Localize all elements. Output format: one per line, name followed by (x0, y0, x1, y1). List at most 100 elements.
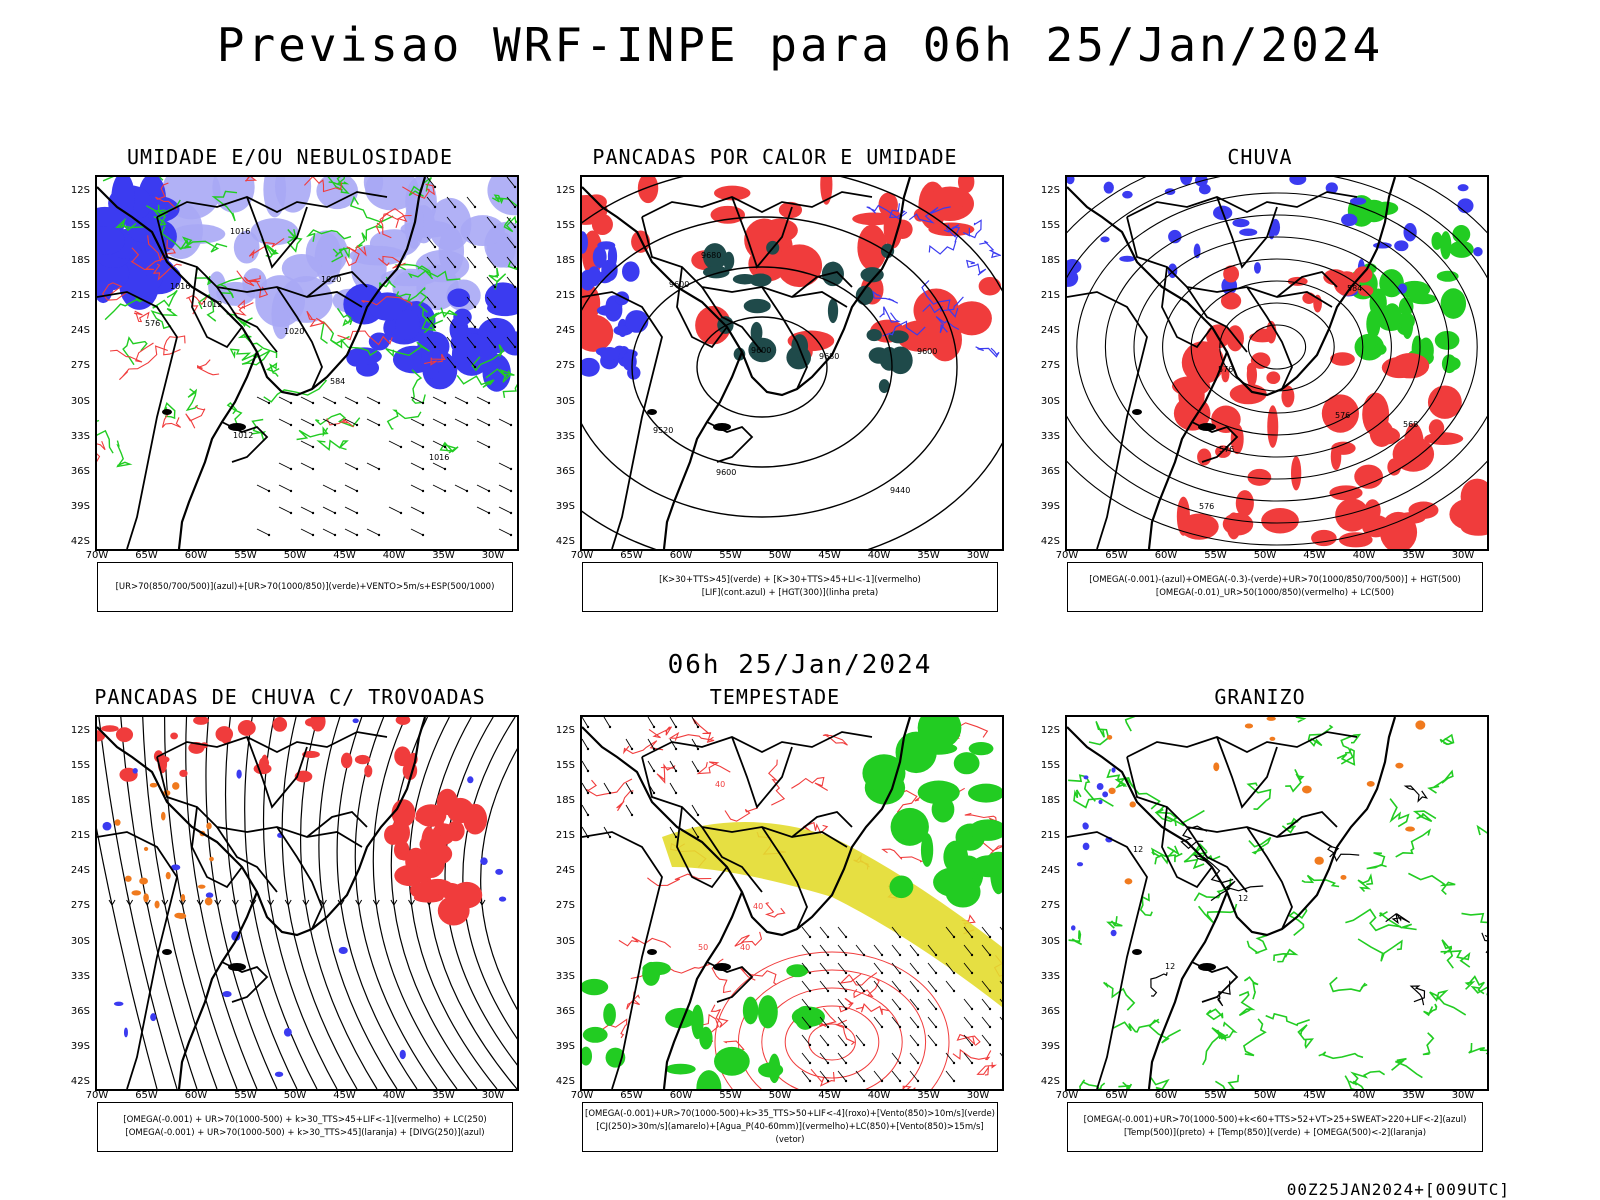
lat-tick-label: 42S (555, 1075, 575, 1087)
lon-tick-label: 30W (481, 1090, 505, 1101)
lat-tick-label: 24S (70, 325, 90, 337)
contour-label: 9600 (917, 347, 937, 356)
legend-line: [OMEGA(-0.001) + UR>70(1000-500) + k>30_… (123, 1115, 487, 1125)
lat-tick-label: 27S (555, 360, 575, 372)
lat-tick-label: 33S (555, 970, 575, 982)
map-area: 9680 9600 9600 9440 9520 9600 9680 9600 (580, 175, 1004, 551)
lat-tick-label: 12S (555, 725, 575, 736)
lon-tick-label: 45W (818, 550, 841, 561)
lon-tick-label: 65W (620, 1090, 643, 1101)
panel-title: PANCADAS DE CHUVA C/ TROVOADAS (94, 685, 486, 709)
lat-tick-label: 30S (555, 395, 575, 407)
lat-tick-label: 36S (555, 465, 575, 477)
legend-line: [OMEGA(-0.001) + UR>70(1000-500) + k>30_… (125, 1128, 485, 1138)
lat-tick-label: 12S (555, 185, 575, 196)
lat-tick-label: 36S (555, 1005, 575, 1017)
panel-title: PANCADAS POR CALOR E UMIDADE (592, 145, 958, 169)
lat-tick-label: 27S (70, 360, 90, 372)
lon-tick-label: 65W (1105, 550, 1128, 561)
map-borders (97, 717, 427, 1089)
contour-label: 584 (1347, 284, 1362, 293)
lon-tick-label: 55W (719, 550, 742, 561)
lon-tick-label: 45W (333, 1090, 356, 1101)
contour-label: 576 (145, 319, 160, 328)
legend-line: [LIF](cont.azul) + [HGT(300)](linha pret… (701, 588, 879, 598)
contour-label: 1016 (230, 227, 250, 236)
panel-umidade: UMIDADE E/OU NEBULOSIDADE 1012 1016 1020 101… (50, 145, 530, 625)
lon-tick-label: 35W (1402, 550, 1425, 561)
lon-tick-label: 35W (1402, 1090, 1425, 1101)
lat-tick-label: 12S (70, 725, 90, 736)
contour-label: 9680 (701, 251, 721, 260)
lon-tick-label: 40W (1352, 550, 1376, 561)
lat-tick-label: 30S (70, 395, 90, 407)
contour-label: 1012 (233, 431, 253, 440)
panel-title: TEMPESTADE (709, 685, 841, 709)
run-footer: 00Z25JAN2024+[009UTC] (1286, 1180, 1510, 1199)
lat-tick-label: 21S (555, 290, 575, 302)
contour-label: 12 (1165, 962, 1175, 971)
lon-tick-label: 50W (768, 1090, 792, 1101)
lon-tick-label: 55W (1204, 550, 1227, 561)
contour-label: 576 (1199, 502, 1214, 511)
lon-tick-label: 55W (234, 1090, 257, 1101)
lat-tick-label: 27S (1040, 900, 1060, 912)
contour-label: 1012 (202, 300, 222, 309)
lon-tick-label: 65W (135, 550, 158, 561)
legend-box: [OMEGA(-0.001)+UR>70(1000-500)+k>35_TTS>… (582, 1102, 998, 1152)
legend-line: [UR>70(850/700/500)](azul)+[UR>70(1000/8… (115, 581, 495, 592)
panel-title: UMIDADE E/OU NEBULOSIDADE (126, 145, 454, 169)
lon-tick-label: 40W (382, 550, 406, 561)
map-area: 40 40 50 40 (580, 715, 1004, 1091)
lat-tick-label: 21S (1040, 830, 1060, 842)
lat-tick-label: 15S (70, 220, 90, 232)
lat-tick-label: 21S (1040, 290, 1060, 302)
legend-box: [OMEGA(-0.001)+UR>70(1000-500)+k<60+TTS>… (1067, 1102, 1483, 1152)
lat-tick-label: 39S (1040, 500, 1060, 512)
lat-tick-label: 33S (70, 970, 90, 982)
lat-tick-label: 27S (1040, 360, 1060, 372)
legend-box: [OMEGA(-0.001) + UR>70(1000-500) + k>30_… (97, 1102, 513, 1152)
lon-tick-label: 65W (620, 550, 643, 561)
contour-label: 568 (1403, 420, 1418, 429)
contour-label: 576 (1335, 411, 1350, 420)
contour-label: 12 (1133, 845, 1143, 854)
panel-granizo: GRANIZO 12 12 12 12S 15S 18S 21S 24S 27S 30S 33S 36S… (1020, 685, 1500, 1165)
lat-tick-label: 33S (1040, 430, 1060, 442)
lat-tick-label: 24S (555, 325, 575, 337)
lat-tick-label: 12S (1040, 185, 1060, 196)
lon-tick-label: 65W (1105, 1090, 1128, 1101)
contour-label: 40 (753, 902, 763, 911)
contour-label: 584 (330, 377, 345, 386)
lon-tick-label: 35W (917, 1090, 940, 1101)
lat-tick-label: 42S (70, 535, 90, 547)
legend-line: [OMEGA(-0.001)+UR>70(1000-500)+k<60+TTS>… (1083, 1115, 1467, 1125)
panel-chuva: CHUVA 576 576 576 576 568 584 12S 15S 18S 21S 24S 27… (1020, 145, 1500, 625)
lon-tick-label: 50W (283, 1090, 307, 1101)
valid-time-title: 06h 25/Jan/2024 (667, 650, 933, 680)
contour-label: 1016 (429, 453, 449, 462)
lon-tick-label: 40W (1352, 1090, 1376, 1101)
lon-tick-label: 60W (669, 1090, 693, 1101)
lat-tick-label: 18S (555, 255, 575, 267)
lon-tick-label: 50W (1253, 550, 1277, 561)
lon-tick-label: 65W (135, 1090, 158, 1101)
contour-label: 40 (715, 780, 725, 789)
panel-trovoadas: PANCADAS DE CHUVA C/ TROVOADAS 12S 15S 18S 2… (50, 685, 530, 1165)
lat-tick-label: 36S (1040, 465, 1060, 477)
lat-tick-label: 27S (70, 900, 90, 912)
lat-tick-label: 24S (1040, 325, 1060, 337)
lon-tick-label: 70W (570, 550, 594, 561)
lon-tick-label: 40W (867, 1090, 891, 1101)
contour-label: 1020 (321, 275, 341, 284)
lat-tick-label: 15S (1040, 760, 1060, 772)
lat-tick-label: 12S (1040, 725, 1060, 736)
lon-tick-label: 50W (768, 550, 792, 561)
lat-tick-label: 39S (1040, 1040, 1060, 1052)
lon-tick-label: 40W (867, 550, 891, 561)
lon-tick-label: 60W (1154, 1090, 1178, 1101)
lon-tick-label: 55W (1204, 1090, 1227, 1101)
lat-tick-label: 24S (1040, 865, 1060, 877)
lat-tick-label: 24S (70, 865, 90, 877)
contour-label: 9600 (669, 280, 689, 289)
